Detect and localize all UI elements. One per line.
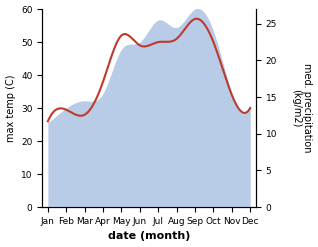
X-axis label: date (month): date (month) bbox=[108, 231, 190, 242]
Y-axis label: med. precipitation
(kg/m2): med. precipitation (kg/m2) bbox=[291, 63, 313, 153]
Y-axis label: max temp (C): max temp (C) bbox=[5, 74, 16, 142]
